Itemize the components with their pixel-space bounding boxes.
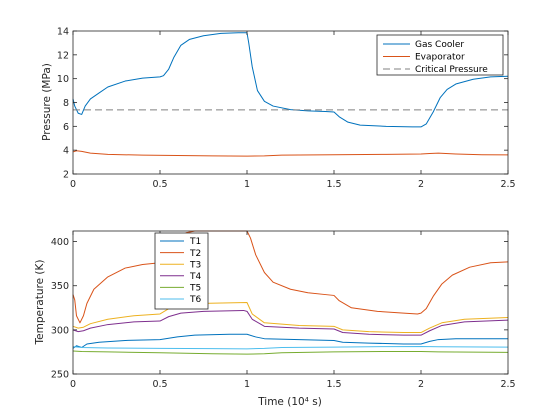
x-tick-label: 2 (418, 379, 424, 390)
legend-label-t5: T5 (189, 284, 201, 294)
legend-label-t3: T3 (189, 260, 201, 270)
series-line-gas-cooler (72, 32, 509, 128)
x-tick-label: 0.5 (152, 179, 167, 190)
x-tick-label: 0 (70, 379, 76, 390)
temperature-ticks: 0 0.5 1 1.5 2 2.5 250 300 350 400 (51, 231, 516, 390)
series-line-t1 (72, 333, 508, 349)
pressure-y-axis-label: Pressure (MPa) (41, 63, 53, 141)
series-line-t2 (72, 230, 509, 324)
legend-label-evaporator: Evaporator (415, 53, 465, 63)
legend-label-t2: T2 (189, 249, 201, 259)
x-tick-label: 1.5 (326, 379, 341, 390)
pressure-legend: Gas Cooler Evaporator Critical Pressure (376, 34, 504, 76)
y-tick-label: 8 (63, 98, 69, 109)
temperature-axes-box (72, 230, 509, 375)
legend-label-t6: T6 (189, 295, 201, 305)
temperature-chart: 0 0.5 1 1.5 2 2.5 250 300 350 400 Temperature (K)… (34, 230, 516, 408)
temperature-series-lines (72, 230, 509, 355)
legend-label-t4: T4 (189, 272, 201, 282)
temperature-legend-box (154, 232, 209, 310)
pressure-legend-box (376, 34, 504, 76)
pressure-chart: 0 0.5 1 1.5 2 2.5 2 4 6 8 10 12 14 Pressure (MPa) Ga… (41, 27, 516, 191)
y-tick-label: 6 (63, 122, 69, 133)
x-tick-label: 2 (418, 179, 424, 190)
y-tick-label: 4 (63, 146, 69, 157)
legend-label-t1: T1 (189, 237, 201, 247)
y-tick-label: 400 (51, 237, 69, 248)
x-tick-label: 1.5 (326, 179, 341, 190)
y-tick-label: 10 (57, 74, 69, 85)
pressure-ticks: 0 0.5 1 1.5 2 2.5 2 4 6 8 10 12 14 (57, 27, 516, 191)
y-tick-label: 350 (51, 281, 69, 292)
y-tick-label: 14 (57, 27, 69, 38)
x-tick-label: 2.5 (500, 179, 515, 190)
x-tick-label: 2.5 (500, 379, 515, 390)
y-tick-label: 250 (51, 370, 69, 381)
y-tick-label: 12 (57, 50, 69, 61)
series-line-t3 (72, 302, 509, 334)
y-tick-label: 300 (51, 325, 69, 336)
x-tick-label: 1 (244, 179, 250, 190)
temperature-plot-area (73, 231, 508, 374)
x-tick-label: 1 (244, 379, 250, 390)
legend-label-gas-cooler: Gas Cooler (415, 40, 464, 50)
x-tick-label: 0.5 (152, 379, 167, 390)
time-x-axis-label: Time (10⁴ s) (257, 396, 322, 408)
series-line-evaporator (72, 150, 509, 157)
x-tick-label: 0 (70, 179, 76, 190)
series-line-t4 (72, 309, 509, 336)
series-line-t5 (72, 350, 509, 355)
temperature-y-axis-label: Temperature (K) (34, 260, 46, 346)
legend-label-critical-pressure: Critical Pressure (415, 65, 488, 75)
y-tick-label: 2 (63, 170, 69, 181)
pressure-series-lines (72, 32, 509, 157)
series-line-t6 (72, 345, 509, 350)
